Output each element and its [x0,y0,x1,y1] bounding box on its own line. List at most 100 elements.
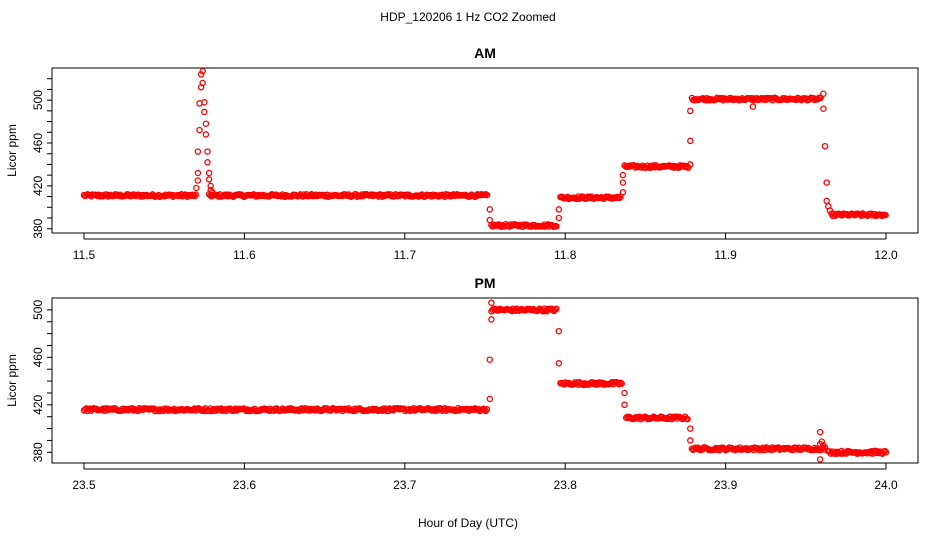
data-point [882,211,889,219]
data-point [481,406,488,413]
data-point [193,184,200,192]
y-tick-label: 420 [31,176,45,196]
x-tick-label: 11.8 [554,248,577,262]
data-point [486,356,494,363]
data-point [483,406,491,413]
data-point [483,191,491,199]
x-tick-label: 23.5 [72,478,96,492]
data-point [553,223,560,230]
data-point [197,71,205,78]
data-point [202,131,210,138]
data-point [555,360,563,367]
data-point [486,395,494,403]
panel-title: AM [474,45,496,61]
data-point [555,206,563,213]
plot-frame [51,297,919,464]
x-tick-label: 12.0 [874,248,898,262]
y-tick-label: 380 [31,218,45,238]
data-point [555,327,563,335]
data-point [820,90,827,97]
data-series [80,67,889,231]
data-point [687,137,694,145]
x-tick-label: 23.7 [393,478,417,492]
y-tick-label: 380 [31,442,45,462]
y-tick-label: 460 [31,133,45,153]
data-point [192,191,200,198]
y-tick-label: 460 [31,347,45,367]
x-tick-label: 11.9 [714,248,737,262]
data-point [821,444,829,451]
data-point [826,207,834,214]
data-point [205,176,213,183]
data-point [201,99,208,106]
data-point [749,103,757,110]
data-point [839,450,846,457]
data-point [488,316,495,323]
x-tick-label: 11.7 [394,248,417,262]
data-point [816,428,824,436]
data-point [818,438,826,445]
data-point [823,179,830,186]
data-point [486,216,494,224]
figure-title: HDP_120206 1 Hz CO2 Zoomed [380,10,555,24]
chart-panel-am: AM Licor ppm 380 420 460 500 11.5 11.6 11.7 11.8 1… [5,45,919,262]
data-point [202,120,210,127]
x-tick-label: 23.9 [714,478,738,492]
data-point [687,107,694,115]
data-point [201,108,208,116]
data-point [191,192,198,200]
data-point [684,415,691,423]
data-point [692,444,699,451]
y-tick-label: 500 [31,90,45,110]
data-point [687,425,694,432]
data-point [816,456,824,463]
data-point [619,179,627,186]
data-point [194,169,202,177]
x-tick-label: 23.8 [554,478,578,492]
data-point [199,79,206,87]
data-point [551,306,559,313]
data-point [553,305,560,312]
data-point [621,401,628,409]
data-point [616,194,623,202]
data-point [687,161,694,168]
data-point [199,67,206,75]
data-point [190,191,197,199]
figure-x-axis-label: Hour of Day (UTC) [418,516,518,530]
data-point [209,189,216,196]
data-point [488,299,495,306]
y-axis-label: Licor ppm [5,124,19,177]
data-point [194,148,202,155]
data-point [621,389,628,397]
data-series [80,299,890,463]
plot-frame [51,67,919,234]
data-point [618,380,625,387]
y-axis-label: Licor ppm [5,354,19,407]
y-tick-label: 420 [31,395,45,415]
data-point [823,197,830,205]
data-point [205,169,213,177]
chart-panel-pm: PM Licor ppm 380 420 460 500 23.5 23.6 23.7 23.8 2… [5,275,919,492]
data-point [687,437,694,444]
panels: AM Licor ppm 380 420 460 500 11.5 11.6 11.7 11.8 1… [5,45,919,492]
data-point [204,148,211,155]
x-tick-label: 24.0 [874,478,898,492]
data-point [821,142,829,150]
y-tick-label: 500 [31,300,45,320]
x-tick-label: 11.5 [73,248,96,262]
data-point [204,159,211,166]
data-point [820,105,827,112]
data-point [619,171,627,179]
data-point [881,447,889,455]
x-tick-label: 11.6 [233,248,256,262]
data-point [207,182,214,190]
data-point [486,206,494,213]
x-tick-label: 23.6 [233,478,257,492]
data-point [196,126,203,134]
panel-title: PM [475,275,496,291]
data-point [194,177,202,184]
data-point [882,448,890,456]
data-point [619,189,627,196]
data-point [555,214,563,222]
